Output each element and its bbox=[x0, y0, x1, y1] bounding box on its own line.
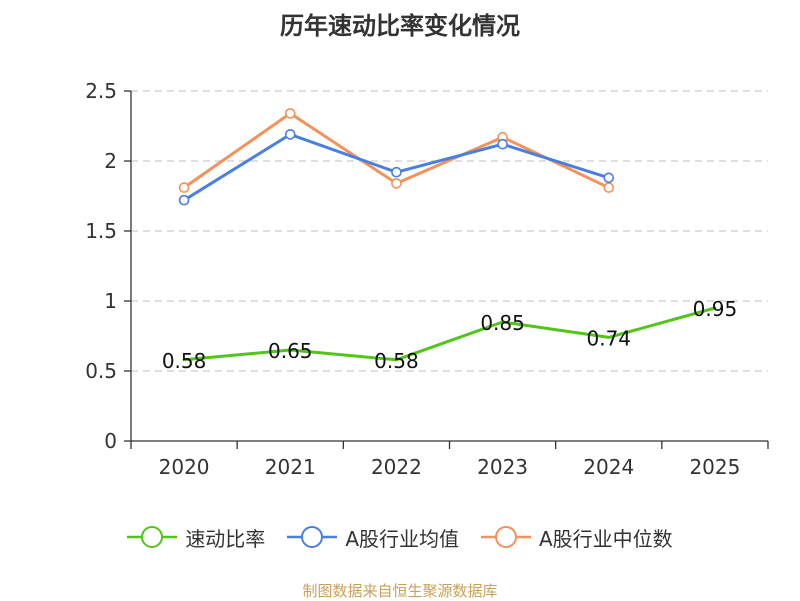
legend-marker bbox=[495, 526, 517, 548]
legend: 速动比率 A股行业均值 A股行业中位数 bbox=[0, 519, 800, 555]
data-label: 0.85 bbox=[480, 311, 525, 335]
series-point-2 bbox=[603, 182, 615, 193]
y-tick-label: 0 bbox=[104, 429, 117, 453]
legend-swatch bbox=[127, 526, 178, 548]
series-point-2 bbox=[284, 108, 296, 119]
x-tick-label: 2025 bbox=[689, 455, 740, 479]
axes: 0 0.5 1 1.5 2 2.5 2020 2021 2022 2023 2024 2025 bbox=[85, 79, 769, 479]
legend-marker bbox=[301, 526, 324, 548]
series-point-1 bbox=[603, 172, 615, 184]
x-tick-label: 2024 bbox=[583, 455, 634, 479]
legend-item[interactable]: A股行业均值 bbox=[287, 523, 459, 552]
data-label: 0.58 bbox=[374, 349, 419, 373]
legend-label: A股行业均值 bbox=[345, 526, 459, 551]
chart-title: 历年速动比率变化情况 bbox=[280, 12, 520, 40]
legend-item[interactable]: 速动比率 bbox=[127, 523, 265, 552]
x-tick-label: 2020 bbox=[159, 455, 210, 479]
legend-marker bbox=[141, 526, 164, 548]
grid-lines bbox=[131, 90, 768, 372]
x-tick-label: 2022 bbox=[371, 455, 422, 479]
series-point-1 bbox=[178, 194, 190, 206]
data-label: 0.65 bbox=[268, 339, 313, 363]
data-label: 0.74 bbox=[586, 326, 631, 350]
y-tick-label: 0.5 bbox=[85, 359, 117, 383]
y-tick-label: 2.5 bbox=[85, 79, 117, 103]
legend-swatch bbox=[481, 526, 531, 548]
legend-label: 速动比率 bbox=[185, 526, 266, 551]
series-point-1 bbox=[391, 166, 402, 178]
y-tick-label: 1.5 bbox=[85, 219, 117, 243]
y-tick-label: 2 bbox=[104, 149, 117, 173]
y-tick-label: 1 bbox=[104, 289, 117, 313]
series-point-2 bbox=[178, 182, 190, 193]
series-point-1 bbox=[497, 138, 508, 150]
source-note: 制图数据来自恒生聚源数据库 bbox=[302, 582, 498, 600]
series-point-1 bbox=[284, 129, 296, 140]
data-label: 0.95 bbox=[693, 297, 738, 321]
x-tick-label: 2021 bbox=[265, 455, 316, 479]
legend-item[interactable]: A股行业中位数 bbox=[481, 523, 673, 552]
series-lines bbox=[178, 108, 717, 362]
legend-label: A股行业中位数 bbox=[539, 526, 673, 551]
series-point-2 bbox=[391, 178, 402, 189]
legend-swatch bbox=[287, 526, 338, 548]
data-labels: 0.58 0.65 0.58 0.85 0.74 0.95 bbox=[162, 297, 737, 373]
data-label: 0.58 bbox=[162, 349, 207, 373]
x-tick-label: 2023 bbox=[477, 455, 528, 479]
series-line-0 bbox=[182, 306, 717, 362]
